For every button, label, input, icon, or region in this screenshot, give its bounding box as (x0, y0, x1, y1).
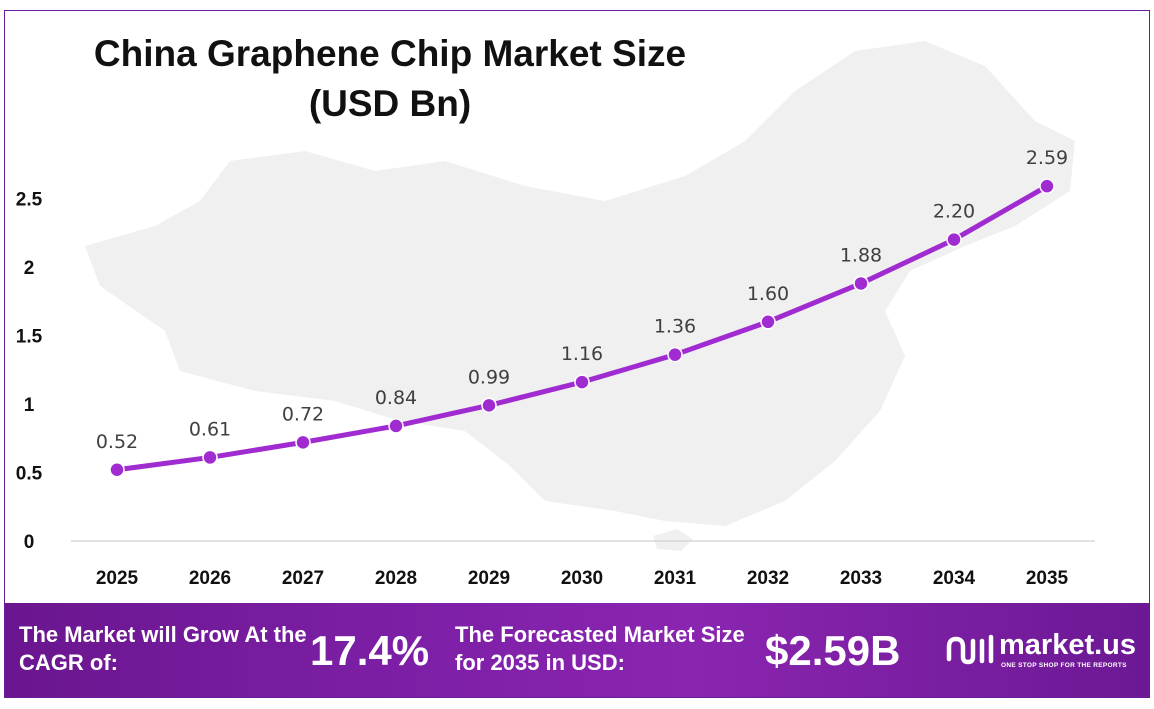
x-tick-label: 2031 (654, 568, 697, 589)
brand-name: market.us (999, 629, 1137, 661)
data-points (109, 178, 1055, 478)
data-label: 0.61 (189, 418, 231, 440)
data-point (1039, 178, 1055, 194)
x-tick-label: 2030 (561, 568, 603, 589)
hainan-island-watermark-icon (653, 529, 693, 551)
data-point (388, 418, 404, 434)
x-tick-label: 2035 (1026, 568, 1069, 589)
x-tick-label: 2026 (189, 568, 231, 589)
cagr-label: The Market will Grow At the CAGR of: (19, 622, 307, 675)
forecast-label: The Forecasted Market Size for 2035 in U… (455, 622, 745, 675)
y-tick-label: 0 (24, 532, 35, 553)
chart-title: China Graphene Chip Market Size (USD Bn) (5, 29, 775, 129)
title-line-1: China Graphene Chip Market Size (93, 33, 687, 74)
y-tick-label: 0.5 (16, 464, 43, 485)
data-label: 1.36 (654, 316, 696, 338)
title-line-2: (USD Bn) (308, 83, 472, 124)
data-label: 1.60 (747, 283, 789, 305)
y-tick-label: 1 (24, 395, 35, 416)
data-label: 0.99 (468, 366, 510, 388)
y-tick-label: 2.5 (16, 190, 43, 211)
y-tick-label: 2 (24, 258, 35, 279)
x-tick-label: 2029 (468, 568, 510, 589)
x-tick-label: 2033 (840, 568, 882, 589)
x-tick-label: 2028 (375, 568, 417, 589)
data-point (667, 346, 683, 363)
market-us-logo-icon (946, 634, 994, 665)
data-point (946, 231, 962, 248)
x-tick-label: 2027 (282, 568, 324, 589)
data-label: 2.59 (1026, 147, 1068, 169)
brand-tagline: ONE STOP SHOP FOR THE REPORTS (1001, 662, 1127, 669)
chart-canvas: 0 0.5 1 1.5 2 2.5 2025 2026 2027 2028 2029 2030 203… (16, 41, 1095, 589)
data-label: 1.88 (840, 244, 882, 266)
data-point (295, 434, 311, 451)
x-tick-label: 2034 (933, 568, 976, 589)
data-label: 0.84 (375, 387, 417, 409)
data-label: 2.20 (933, 201, 975, 223)
data-point (202, 449, 218, 466)
forecast-value: $2.59B (765, 627, 901, 674)
data-point (853, 275, 869, 292)
brand-logo[interactable]: market.us ONE STOP SHOP FOR THE REPORTS (945, 627, 1145, 677)
y-axis: 0 0.5 1 1.5 2 2.5 (16, 190, 43, 554)
data-point (109, 462, 125, 478)
data-labels: 0.52 0.61 0.72 0.84 0.99 1.16 1.36 1.60 1.88 2.20… (96, 147, 1068, 453)
china-map-watermark-icon (85, 41, 1075, 526)
data-point (481, 397, 497, 414)
data-point (574, 374, 590, 390)
footer-banner: The Market will Grow At the CAGR of: 17.… (5, 603, 1149, 697)
data-label: 1.16 (561, 343, 603, 365)
y-tick-label: 1.5 (16, 327, 43, 348)
chart-frame: 0 0.5 1 1.5 2 2.5 2025 2026 2027 2028 2029 2030 203… (4, 10, 1150, 698)
data-label: 0.72 (282, 403, 324, 425)
x-axis: 2025 2026 2027 2028 2029 2030 2031 2032 2033 2034… (96, 568, 1069, 589)
cagr-value: 17.4% (310, 627, 430, 674)
x-tick-label: 2025 (96, 568, 139, 589)
x-tick-label: 2032 (747, 568, 789, 589)
data-label: 0.52 (96, 431, 138, 453)
data-point (760, 314, 776, 330)
